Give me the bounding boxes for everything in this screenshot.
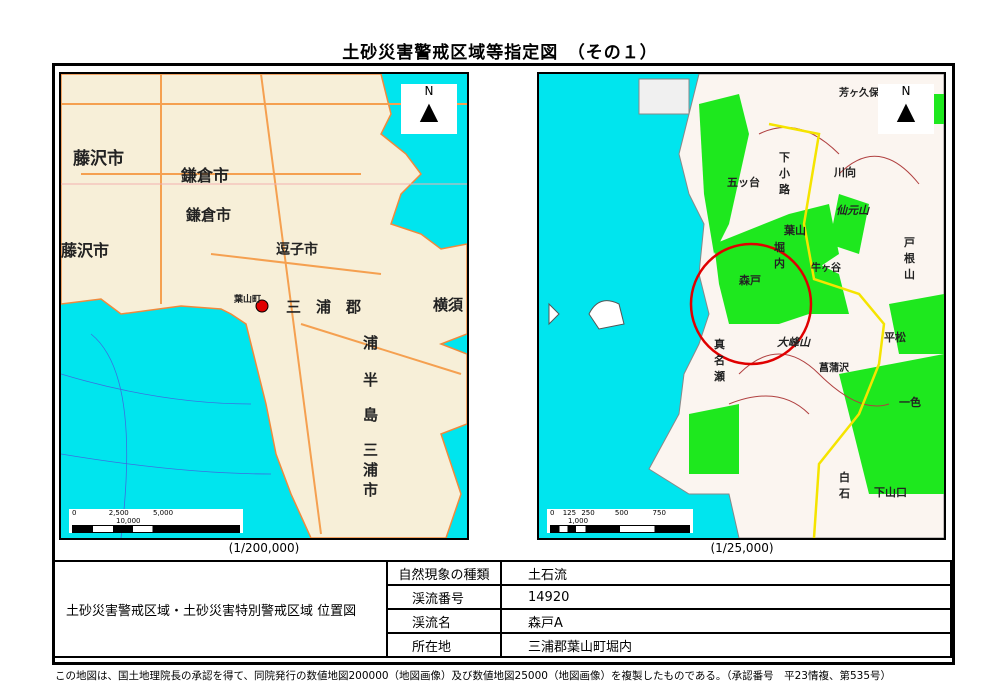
- map-label: 葉山町: [234, 295, 262, 305]
- scale-caption-right: (1/25,000): [710, 541, 774, 555]
- map-label: 横須: [433, 296, 464, 314]
- map-label: 浦: [363, 461, 379, 479]
- row-value: 14920: [500, 584, 952, 610]
- map-label: 逗子市: [276, 242, 318, 258]
- map-label: 森戸: [739, 274, 761, 287]
- designated-area-circle: [689, 242, 813, 366]
- row-value: 森戸A: [500, 608, 952, 634]
- map-label: 島: [363, 406, 379, 424]
- location-marker: [255, 299, 269, 313]
- scale-caption-left: (1/200,000): [228, 541, 300, 555]
- row-value: 三浦郡葉山町堀内: [500, 632, 952, 658]
- north-arrow-icon: N ▲: [878, 84, 934, 134]
- location-map-200000: 藤沢市 鎌倉市 鎌倉市 藤沢市 逗子市 葉山町 三 浦 郡 横須 浦 半 島 三…: [59, 72, 469, 540]
- detail-map-25000: 五ッ台 下小路 川向 仙元山 葉山 堀内 森戸 牛ヶ谷 戸根山 大峰山 平松 真…: [537, 72, 946, 540]
- map-label: 半: [363, 371, 379, 389]
- map-label: 白石: [839, 471, 850, 500]
- vegetation-areas: [689, 94, 944, 494]
- copyright-footer: この地図は、国土地理院長の承認を得て、同院発行の数値地図200000（地図画像）…: [55, 670, 892, 682]
- map-label: 葉山: [784, 224, 806, 237]
- map-graphic: [61, 74, 467, 538]
- map-label: 平松: [884, 331, 906, 344]
- row-label: 渓流名: [386, 608, 502, 634]
- map-label: 仙元山: [836, 204, 869, 217]
- map-label: 一色: [899, 396, 921, 409]
- map-label: 鎌倉市: [186, 206, 232, 224]
- map-graphic: [548, 74, 944, 538]
- map-label: 藤沢市: [61, 241, 110, 260]
- row-label: 自然現象の種類: [386, 560, 502, 586]
- map-label: 下小路: [779, 151, 790, 196]
- map-label: 真名瀬: [714, 338, 725, 383]
- map-label: 三: [363, 441, 379, 459]
- map-label: 戸根山: [904, 236, 915, 281]
- map-label: 市: [363, 481, 379, 499]
- north-arrow-icon: N ▲: [401, 84, 457, 134]
- page-title: 土砂災害警戒区域等指定図 （その１）: [342, 43, 658, 63]
- map-label: 堀内: [774, 241, 785, 270]
- scale-bar: 0 2,500 5,000 10,000: [69, 509, 243, 533]
- map-type-label: 土砂災害警戒区域・土砂災害特別警戒区域 位置図: [52, 560, 388, 658]
- map-label: 牛ヶ谷: [811, 263, 841, 274]
- scale-bar: 0 125 250 500 750 1,000: [547, 509, 693, 533]
- map-label: 下山口: [874, 486, 907, 499]
- map-label: 大峰山: [777, 336, 810, 349]
- map-label: 川向: [834, 166, 856, 179]
- map-label: 五ッ台: [727, 176, 760, 189]
- row-label: 所在地: [386, 632, 502, 658]
- map-label: 三 浦 郡: [286, 298, 362, 316]
- map-label: 芳ヶ久保: [839, 88, 879, 99]
- map-label: 浦: [363, 334, 379, 352]
- document-frame: [52, 63, 955, 665]
- map-label: 鎌倉市: [181, 166, 230, 185]
- row-label: 渓流番号: [386, 584, 502, 610]
- road: [768, 122, 886, 538]
- map-label: 菖蒲沢: [819, 363, 849, 374]
- row-value: 土石流: [500, 560, 952, 586]
- info-table: 土砂災害警戒区域・土砂災害特別警戒区域 位置図 自然現象の種類 土石流 渓流番号…: [52, 560, 952, 658]
- map-label: 藤沢市: [73, 149, 124, 169]
